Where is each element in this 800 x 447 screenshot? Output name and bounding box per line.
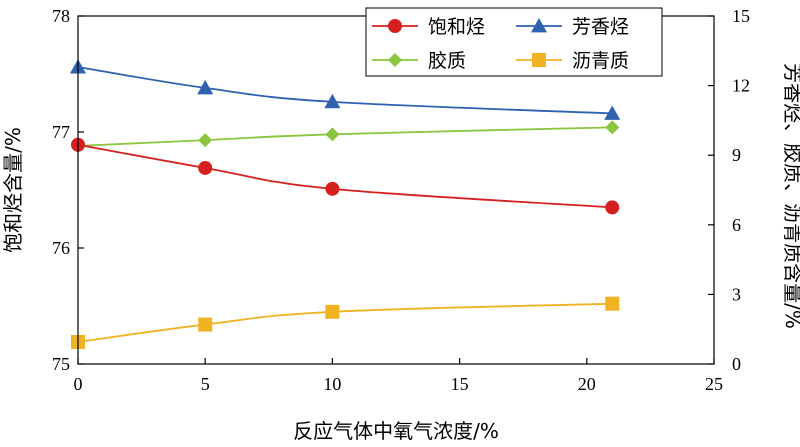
- data-point: [198, 160, 213, 175]
- legend-label: 芳香烃: [572, 16, 629, 38]
- y-left-tick-label: 78: [52, 6, 70, 26]
- legend-marker: [388, 19, 402, 33]
- x-tick-label: 25: [705, 374, 723, 394]
- x-tick-label: 5: [201, 374, 210, 394]
- series-square: [71, 296, 620, 349]
- series-layer: [70, 59, 621, 349]
- legend-marker: [532, 53, 546, 67]
- series-diamond: [71, 120, 620, 153]
- legend-entry: 沥青质: [516, 50, 629, 72]
- legend-label: 饱和烃: [428, 16, 485, 38]
- data-point: [325, 304, 340, 319]
- series-line: [77, 143, 613, 209]
- data-point: [604, 105, 621, 120]
- x-axis-title: 反应气体中氧气浓度/%: [293, 419, 499, 443]
- data-point: [605, 296, 620, 311]
- y-axis-right: 0 3 6 9 12 15: [708, 6, 750, 374]
- legend-box: [365, 7, 663, 77]
- y-right-tick-label: 0: [732, 354, 741, 374]
- y-right-tick-label: 12: [732, 76, 750, 96]
- legend-label: 沥青质: [572, 50, 629, 72]
- y-right-tick-label: 6: [732, 215, 741, 235]
- legend-entry: 芳香烃: [516, 16, 629, 38]
- x-tick-label: 15: [451, 374, 469, 394]
- series-line: [77, 302, 613, 343]
- y-right-tick-label: 15: [732, 6, 750, 26]
- series-circle: [71, 137, 620, 215]
- x-tick-label: 0: [74, 374, 83, 394]
- y-right-tick-label: 9: [732, 145, 741, 165]
- legend-entry: 胶质: [372, 50, 466, 72]
- x-tick-label: 10: [323, 374, 341, 394]
- data-point: [197, 79, 214, 95]
- data-point: [605, 200, 620, 215]
- y-axis-left: 75 76 77 78: [52, 6, 84, 374]
- legend-marker: [388, 53, 402, 67]
- y-left-tick-label: 75: [52, 354, 70, 374]
- data-point: [605, 120, 620, 135]
- data-point: [198, 133, 213, 148]
- legend-label: 胶质: [428, 50, 466, 72]
- legend-marker: [531, 18, 547, 33]
- y-left-tick-label: 77: [52, 122, 70, 142]
- series-line: [77, 66, 613, 115]
- y-axis-right-title: 芳香烃、胶质、沥青质含量/%: [781, 63, 800, 329]
- series-line: [77, 126, 613, 147]
- x-tick-label: 20: [578, 374, 596, 394]
- y-axis-left-title: 饱和烃含量/%: [1, 127, 25, 253]
- data-point: [325, 181, 340, 196]
- x-axis: 0 5 10 15 20 25: [74, 358, 723, 394]
- data-point: [198, 317, 213, 332]
- y-left-tick-label: 76: [52, 238, 70, 258]
- legend-entry: 饱和烃: [372, 16, 485, 38]
- data-point: [325, 127, 340, 142]
- y-right-tick-label: 3: [732, 284, 741, 304]
- data-point: [324, 93, 341, 109]
